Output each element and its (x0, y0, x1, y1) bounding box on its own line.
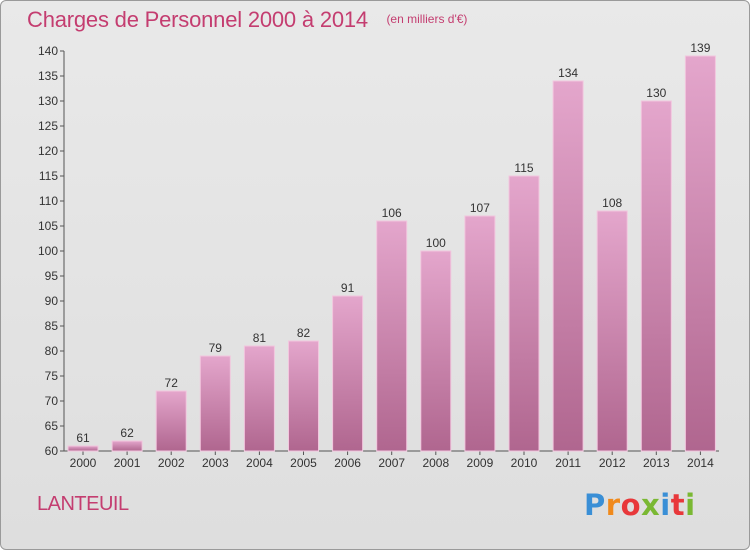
x-tick-label: 2000 (70, 456, 97, 470)
value-label: 82 (297, 326, 311, 340)
bar-2002 (155, 390, 187, 452)
bar-2001 (111, 440, 143, 452)
value-label: 91 (341, 281, 355, 295)
logo-letter: o (620, 488, 642, 522)
value-label: 108 (602, 196, 622, 210)
x-tick-label: 2005 (290, 456, 317, 470)
bar-2000 (67, 445, 99, 452)
y-tick-label: 110 (39, 194, 58, 208)
x-tick-label: 2010 (511, 456, 538, 470)
x-tick-label: 2001 (114, 456, 141, 470)
bar-2009 (464, 215, 496, 452)
bar-2010 (508, 175, 540, 452)
y-tick-label: 115 (39, 169, 58, 183)
bar-2005 (288, 340, 319, 452)
x-tick-label: 2004 (246, 456, 273, 470)
value-label: 107 (470, 201, 490, 215)
value-label: 115 (514, 161, 533, 175)
y-tick-label: 130 (38, 94, 58, 108)
bar-2008 (420, 250, 452, 452)
y-tick-label: 135 (38, 69, 58, 83)
commune-name: LANTEUIL (37, 493, 129, 515)
value-label: 72 (165, 376, 179, 390)
y-tick-label: 65 (45, 419, 59, 433)
logo-letter: x (641, 488, 661, 522)
logo-letter: i (685, 488, 696, 522)
chart-subtitle: (en milliers d'€) (386, 12, 468, 26)
value-label: 100 (426, 236, 446, 250)
bar-2014 (684, 55, 716, 452)
logo-letter: t (670, 488, 686, 522)
chart-title: Charges de Personnel 2000 à 2014 (27, 7, 368, 32)
y-tick-label: 80 (45, 344, 59, 358)
logo-letter: r (605, 488, 621, 522)
x-tick-label: 2013 (643, 456, 670, 470)
value-label: 139 (690, 41, 710, 55)
y-tick-label: 100 (38, 244, 58, 258)
bar-2007 (376, 220, 408, 452)
bar-2003 (199, 355, 231, 452)
y-tick-label: 75 (45, 369, 59, 383)
bar-2006 (332, 295, 364, 452)
y-tick-label: 105 (38, 219, 58, 233)
bar-2012 (596, 210, 628, 452)
value-label: 61 (76, 431, 90, 445)
x-tick-label: 2007 (378, 456, 405, 470)
x-tick-label: 2014 (687, 456, 714, 470)
value-label: 130 (646, 86, 666, 100)
x-tick-label: 2012 (599, 456, 626, 470)
chart-header: Charges de Personnel 2000 à 2014 (en mil… (27, 7, 467, 33)
logo-letter: i (660, 488, 671, 522)
bar-2013 (640, 100, 672, 452)
value-label: 134 (558, 66, 578, 80)
y-tick-label: 95 (45, 269, 59, 283)
y-tick-label: 125 (38, 119, 58, 133)
value-label: 62 (120, 426, 134, 440)
y-tick-label: 85 (45, 319, 59, 333)
y-tick-label: 60 (45, 444, 59, 458)
x-tick-label: 2008 (422, 456, 449, 470)
proxiti-logo[interactable]: Proxiti (584, 488, 696, 522)
y-tick-label: 140 (38, 44, 58, 58)
y-tick-label: 70 (45, 394, 59, 408)
x-tick-label: 2009 (467, 456, 494, 470)
y-tick-label: 120 (38, 144, 58, 158)
bar-2011 (552, 80, 584, 452)
value-label: 79 (209, 341, 223, 355)
value-label: 81 (253, 331, 267, 345)
logo-letter: P (584, 488, 606, 522)
x-tick-label: 2011 (555, 456, 581, 470)
value-label: 106 (382, 206, 402, 220)
x-tick-label: 2002 (158, 456, 185, 470)
x-tick-label: 2003 (202, 456, 229, 470)
y-tick-label: 90 (45, 294, 59, 308)
bar-2004 (243, 345, 275, 452)
x-tick-label: 2006 (334, 456, 361, 470)
